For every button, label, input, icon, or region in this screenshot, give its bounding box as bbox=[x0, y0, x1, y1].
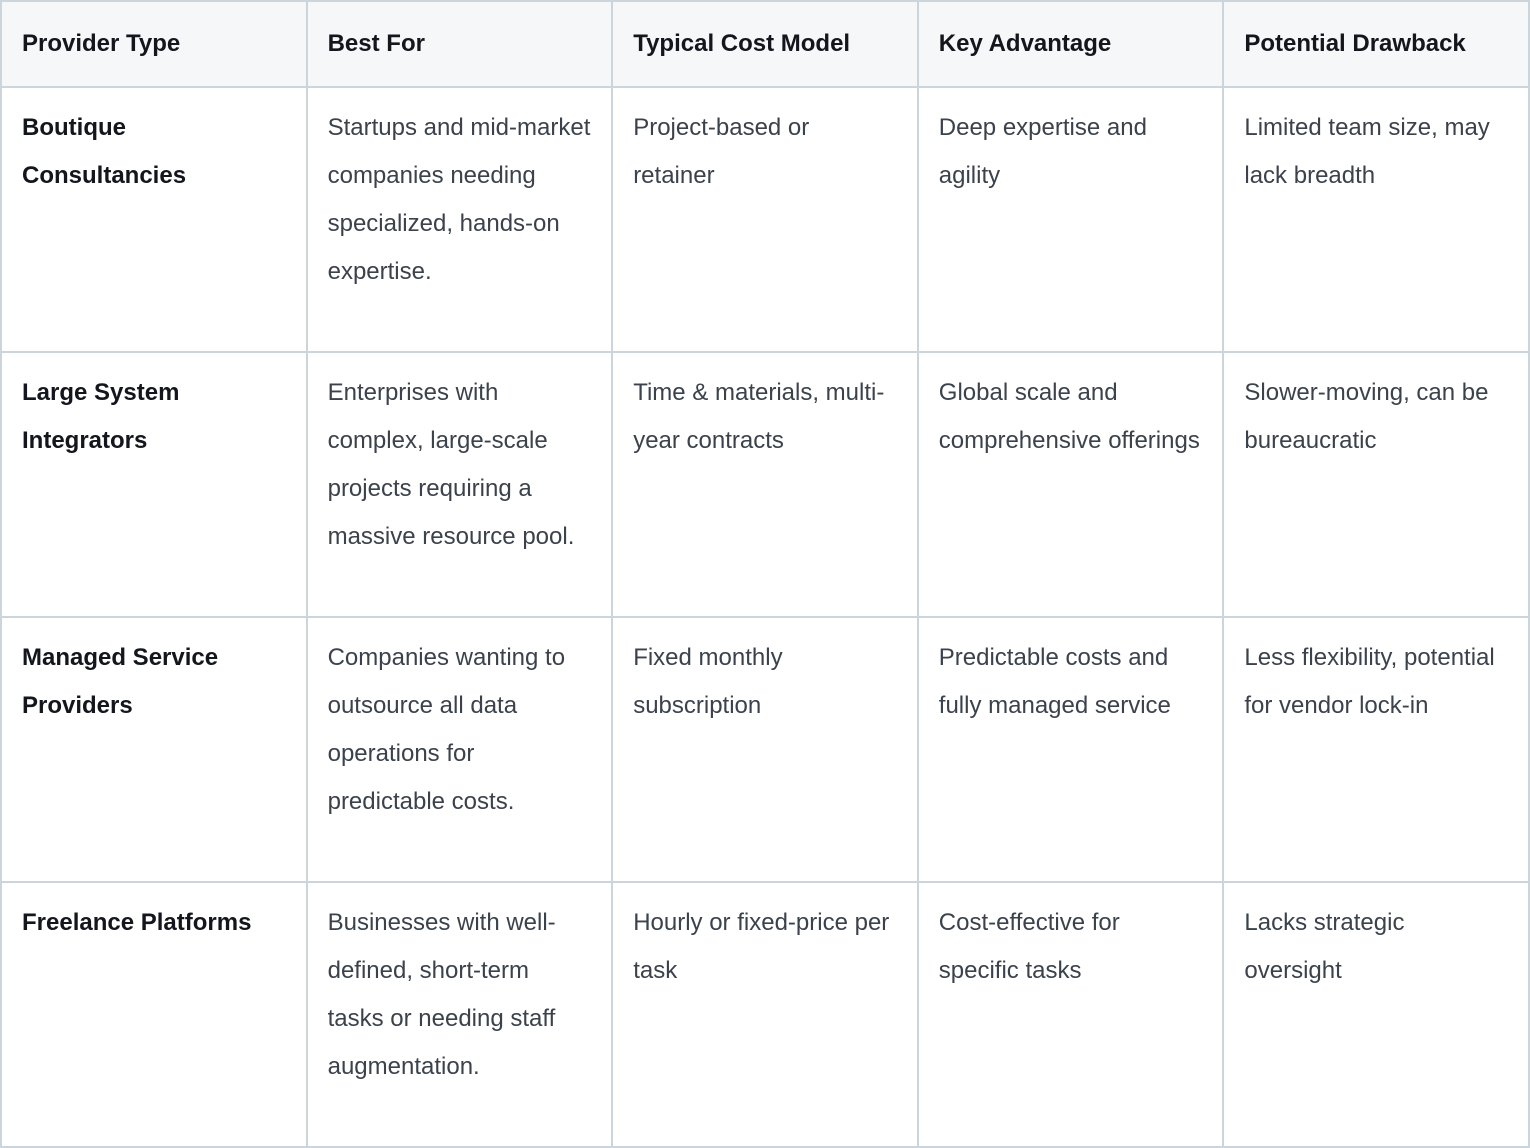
column-header-key-advantage: Key Advantage bbox=[916, 0, 1225, 88]
cell-key-advantage: Deep expertise and agility bbox=[916, 86, 1225, 353]
header-row: Provider Type Best For Typical Cost Mode… bbox=[0, 0, 1530, 88]
cell-provider-type: Managed Service Providers bbox=[0, 616, 308, 883]
cell-potential-drawback: Lacks strategic oversight bbox=[1222, 881, 1530, 1148]
column-header-best-for: Best For bbox=[305, 0, 614, 88]
cell-best-for: Companies wanting to outsource all data … bbox=[305, 616, 614, 883]
cell-provider-type: Freelance Platforms bbox=[0, 881, 308, 1148]
column-header-typical-cost-model: Typical Cost Model bbox=[611, 0, 919, 88]
cell-potential-drawback: Limited team size, may lack breadth bbox=[1222, 86, 1530, 353]
table-row-managed-service-providers: Managed Service Providers Companies want… bbox=[0, 616, 1530, 883]
cell-best-for: Startups and mid-market companies needin… bbox=[305, 86, 614, 353]
cell-provider-type: Large System Integrators bbox=[0, 351, 308, 618]
cell-key-advantage: Global scale and comprehensive offerings bbox=[916, 351, 1225, 618]
cell-provider-type: Boutique Consultancies bbox=[0, 86, 308, 353]
column-header-provider-type: Provider Type bbox=[0, 0, 308, 88]
table-body: Boutique Consultancies Startups and mid-… bbox=[0, 86, 1530, 1148]
table-header: Provider Type Best For Typical Cost Mode… bbox=[0, 0, 1530, 88]
cell-key-advantage: Cost-effective for specific tasks bbox=[916, 881, 1225, 1148]
cell-best-for: Businesses with well-defined, short-term… bbox=[305, 881, 614, 1148]
table-row-boutique-consultancies: Boutique Consultancies Startups and mid-… bbox=[0, 86, 1530, 353]
cell-key-advantage: Predictable costs and fully managed serv… bbox=[916, 616, 1225, 883]
cell-typical-cost-model: Time & materials, multi-year contracts bbox=[611, 351, 919, 618]
cell-best-for: Enterprises with complex, large-scale pr… bbox=[305, 351, 614, 618]
column-header-potential-drawback: Potential Drawback bbox=[1222, 0, 1530, 88]
table-row-large-system-integrators: Large System Integrators Enterprises wit… bbox=[0, 351, 1530, 618]
table-row-freelance-platforms: Freelance Platforms Businesses with well… bbox=[0, 881, 1530, 1148]
cell-typical-cost-model: Hourly or fixed-price per task bbox=[611, 881, 919, 1148]
cell-typical-cost-model: Fixed monthly subscription bbox=[611, 616, 919, 883]
cell-potential-drawback: Less flexibility, potential for vendor l… bbox=[1222, 616, 1530, 883]
cell-typical-cost-model: Project-based or retainer bbox=[611, 86, 919, 353]
cell-potential-drawback: Slower-moving, can be bureaucratic bbox=[1222, 351, 1530, 618]
